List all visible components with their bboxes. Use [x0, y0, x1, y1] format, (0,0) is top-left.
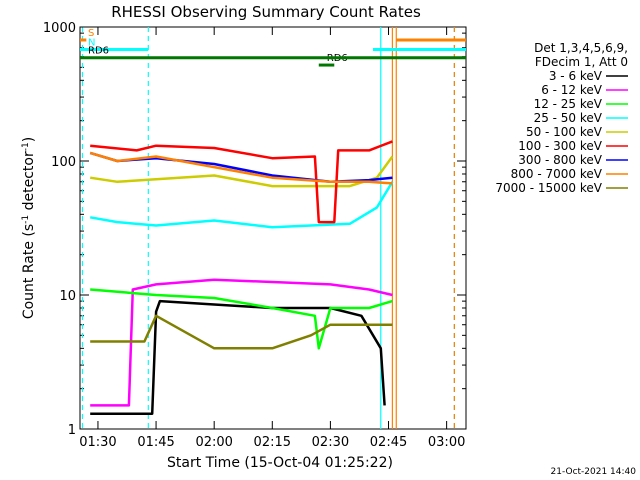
y-tick-label: 1000 — [43, 21, 76, 36]
x-axis-ticks: 01:30 01:45 02:00 02:15 02:30 02:45 03:00 — [79, 27, 465, 450]
x-tick-label: 01:45 — [137, 435, 174, 450]
legend-entry-label: 25 - 50 keV — [534, 111, 603, 125]
legend-entry-label: 50 - 100 keV — [526, 125, 603, 139]
x-tick-label: 03:00 — [428, 435, 465, 450]
legend-entry-label: 6 - 12 keV — [541, 83, 603, 97]
x-tick-label: 02:15 — [254, 435, 291, 450]
chart-title: RHESSI Observing Summary Count Rates — [111, 3, 421, 21]
annotation-label: RD6 — [88, 46, 109, 57]
plot-frame — [79, 26, 467, 430]
minor-ticks — [80, 32, 466, 390]
series-line — [90, 278, 393, 407]
annotation-label: N — [88, 37, 95, 48]
y-axis-ticks: 1 10 100 1000 — [43, 21, 466, 438]
series-line — [89, 151, 393, 185]
x-axis-label: Start Time (15-Oct-04 01:25:22) — [167, 455, 393, 471]
legend-entry-label: 3 - 6 keV — [549, 69, 603, 83]
y-tick-label: 10 — [59, 289, 76, 304]
series-line — [89, 181, 394, 229]
y-tick-label: 1 — [68, 423, 76, 438]
legend-entry-label: 7000 - 15000 keV — [495, 181, 602, 195]
series-line — [90, 288, 393, 350]
legend-entry-label: 12 - 25 keV — [534, 97, 603, 111]
series-lines — [89, 140, 394, 415]
series-line — [90, 140, 393, 224]
series-line — [90, 314, 393, 350]
legend-entry-label: 300 - 800 keV — [518, 153, 602, 167]
legend-entry-label: 100 - 300 keV — [518, 139, 602, 153]
x-tick-label: 02:45 — [370, 435, 407, 450]
y-tick-label: 100 — [51, 155, 76, 170]
annotation-label: S — [88, 28, 94, 39]
mode-annotations: SNRD6RD6 — [80, 28, 466, 67]
legend-header-decimation: FDecim 1, Att 0 — [535, 55, 628, 69]
legend-entry-label: 800 - 7000 keV — [511, 167, 603, 181]
x-tick-label: 01:30 — [79, 435, 116, 450]
x-tick-label: 02:30 — [312, 435, 349, 450]
footer-timestamp: 21-Oct-2021 14:40 — [551, 467, 637, 477]
y-axis-label: Count Rate (s-1 detector-1) — [21, 137, 37, 319]
x-tick-label: 02:00 — [195, 435, 232, 450]
series-line — [90, 299, 386, 415]
legend-header-detectors: Det 1,3,4,5,6,9, — [534, 41, 628, 55]
legend: Det 1,3,4,5,6,9, FDecim 1, Att 0 3 - 6 k… — [495, 41, 628, 195]
series-line — [89, 151, 393, 184]
